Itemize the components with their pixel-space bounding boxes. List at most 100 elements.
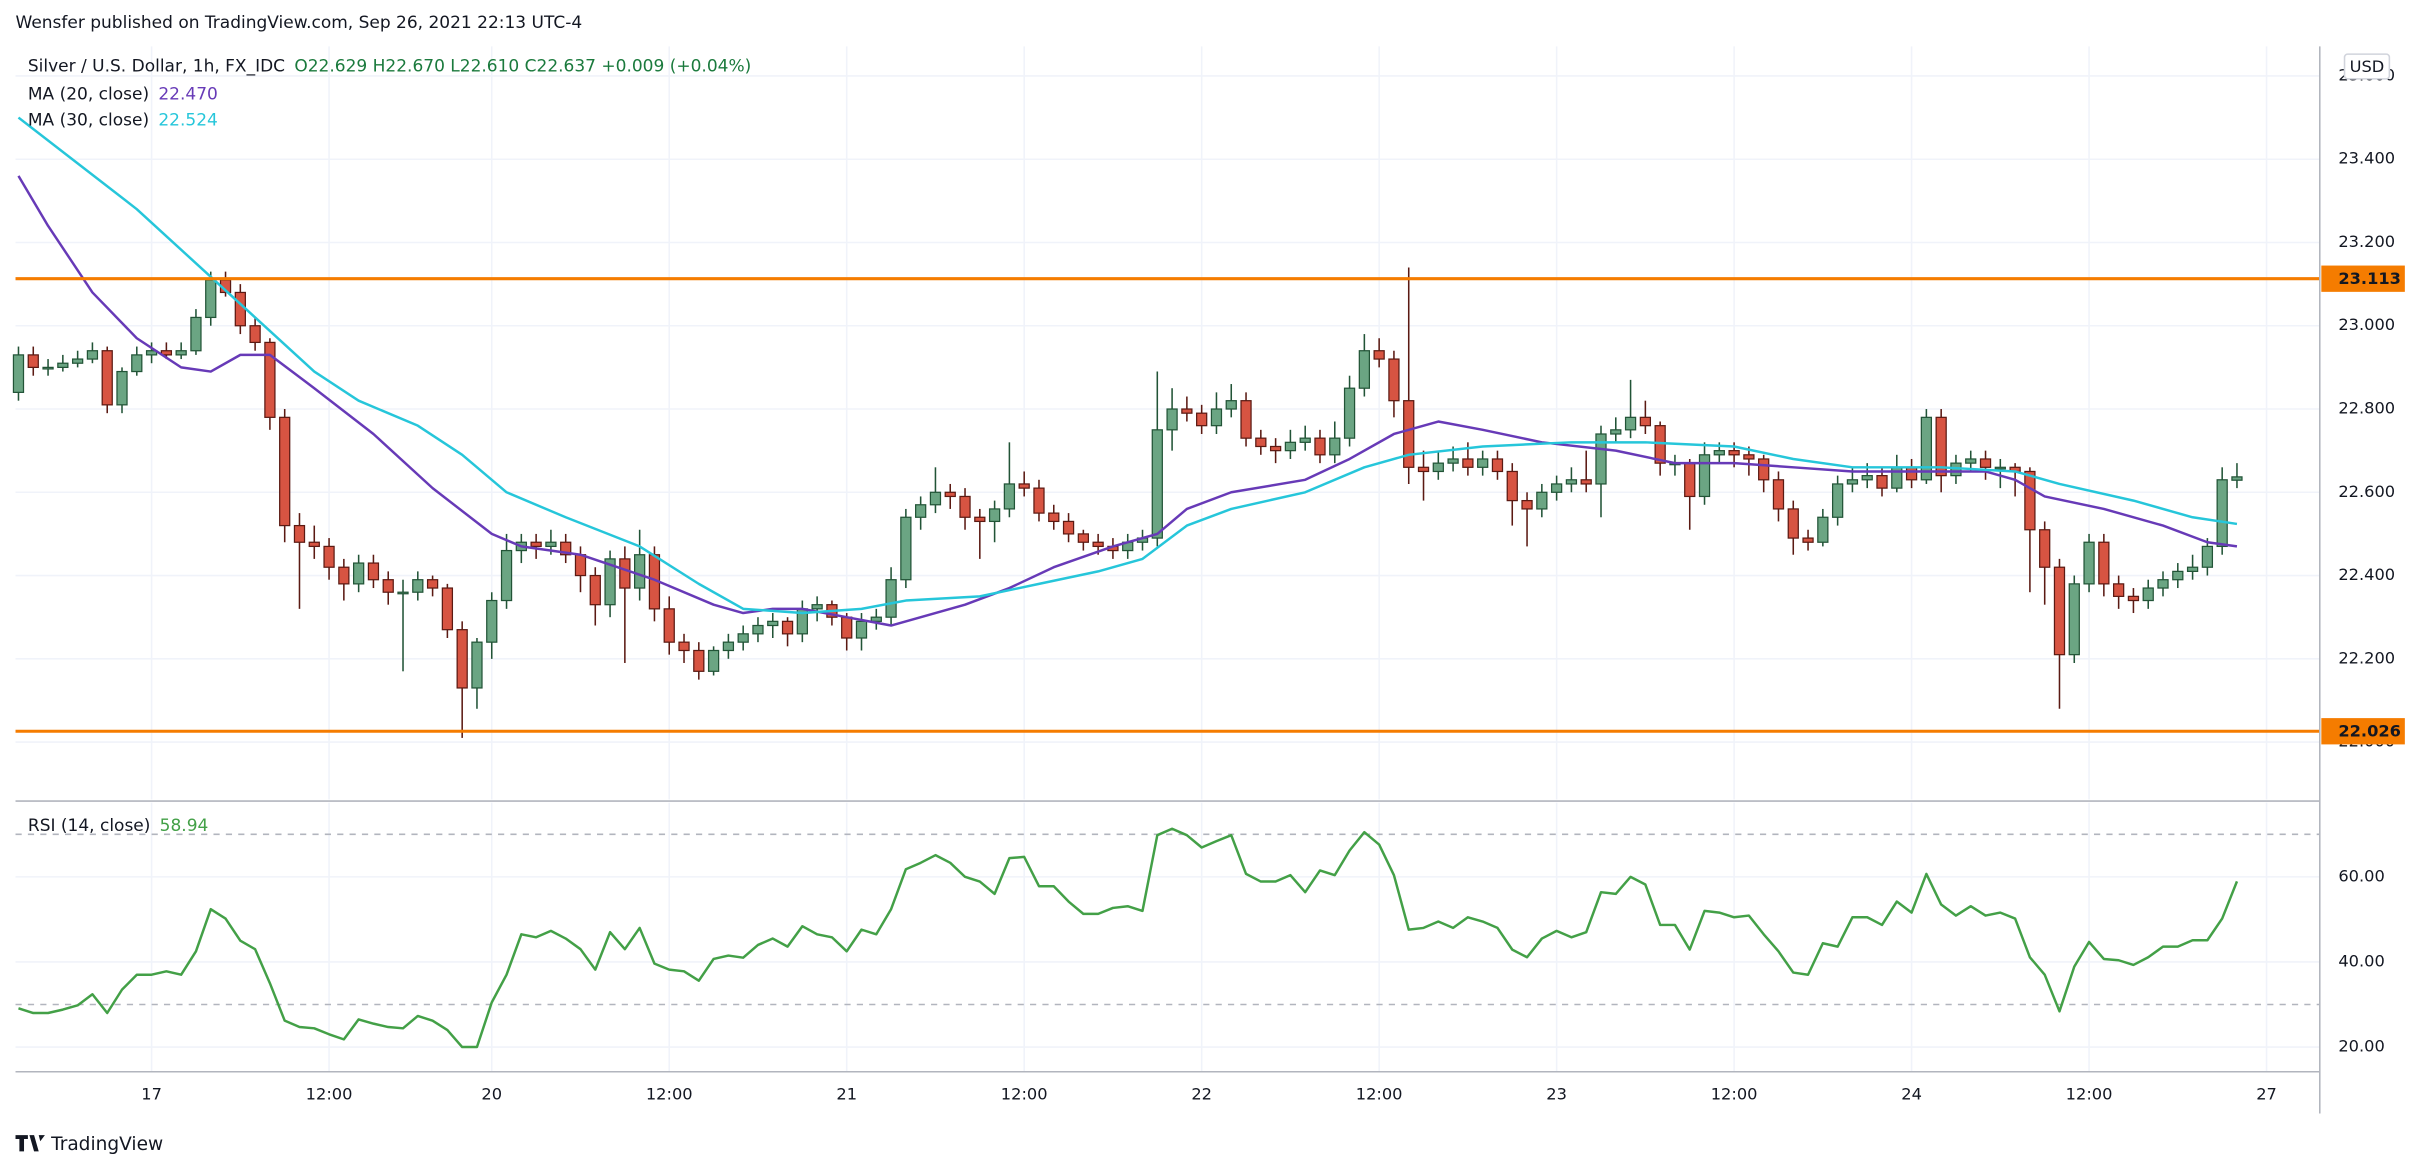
legend-ma20: MA (20, close) 22.470: [28, 84, 218, 104]
candle-body: [486, 599, 498, 643]
x-tick-label: 22: [1191, 1084, 1212, 1103]
y-tick-label: 22.200: [2338, 648, 2395, 667]
candle-body: [101, 350, 113, 406]
candle-body: [1373, 350, 1385, 360]
candle-body: [323, 545, 335, 568]
candle-body: [870, 616, 882, 622]
x-tick-label: 12:00: [1001, 1084, 1048, 1103]
candle-body: [367, 562, 380, 581]
candle-body: [12, 354, 25, 393]
y-tick-label: 23.400: [2338, 149, 2395, 168]
candle-body: [693, 649, 705, 672]
candle-body: [589, 574, 601, 606]
candle-body: [2216, 479, 2228, 548]
candle-body: [1166, 408, 1178, 431]
candle-body: [1269, 445, 1282, 452]
candle-body: [71, 358, 84, 364]
x-tick-label: 20: [481, 1084, 502, 1103]
candle-body: [145, 350, 158, 356]
currency-badge: [2343, 53, 2391, 80]
candle-body: [1447, 458, 1459, 464]
candle-body: [1477, 458, 1489, 468]
candle-body: [1624, 416, 1637, 431]
y-tick-label: 23.000: [2338, 315, 2395, 334]
candle-body: [752, 624, 764, 635]
candle-body: [974, 516, 986, 523]
x-tick-label: 27: [2256, 1084, 2277, 1103]
candle-body: [634, 554, 646, 589]
y-tick-label: 22.800: [2338, 399, 2395, 418]
y-tick-label: 22.600: [2338, 482, 2395, 501]
candle-body: [1610, 429, 1622, 435]
candle-body: [338, 566, 350, 585]
candle-body: [2068, 583, 2080, 656]
candle-body: [382, 579, 394, 593]
candle-body: [1003, 483, 1016, 510]
candle-body: [900, 516, 912, 581]
candle-body: [944, 491, 956, 498]
legend-name: MA (20, close): [28, 84, 149, 104]
candle-body: [1417, 466, 1430, 473]
candle-body: [131, 354, 143, 373]
candle-body: [2172, 570, 2184, 581]
candle-body: [1639, 416, 1652, 427]
candle-body: [1240, 400, 1252, 439]
candle-body: [707, 649, 720, 672]
candle-body: [1876, 475, 1888, 489]
x-tick-label: 17: [141, 1084, 162, 1103]
candle-body: [1403, 400, 1415, 468]
series-line: [18, 827, 2239, 1049]
level-tag-label: 23.113: [2338, 269, 2401, 288]
candle-body: [1994, 466, 2006, 470]
candle-body: [988, 508, 1001, 523]
candle-body: [678, 641, 690, 652]
x-tick-label: 21: [836, 1084, 857, 1103]
candle-body: [781, 620, 794, 635]
candle-body: [1062, 520, 1075, 535]
candle-body: [1432, 462, 1444, 473]
candle-body: [1092, 541, 1104, 548]
candle-body: [1196, 412, 1208, 427]
candle-body: [1580, 479, 1592, 485]
candle-body: [160, 350, 173, 356]
y-tick-label: 40.00: [2338, 951, 2384, 970]
candle-body: [190, 316, 202, 352]
candle-body: [811, 604, 823, 610]
candle-body: [1935, 416, 1947, 477]
candle-body: [293, 524, 306, 543]
candle-body: [767, 620, 779, 627]
candle-body: [86, 350, 99, 360]
legend-value: 22.470: [158, 84, 217, 104]
candle-body: [1861, 475, 1873, 481]
candle-body: [929, 491, 942, 506]
candle-body: [737, 633, 749, 643]
candle-body: [249, 325, 261, 344]
x-tick-label: 12:00: [306, 1084, 353, 1103]
candle-body: [1358, 350, 1371, 389]
candle-body: [1965, 458, 1977, 464]
y-tick-label: 22.400: [2338, 565, 2395, 584]
x-tick-label: 12:00: [646, 1084, 693, 1103]
candle-body: [1758, 458, 1770, 481]
candle-body: [2083, 541, 2095, 585]
candle-body: [2231, 476, 2243, 481]
level-tag: [2321, 265, 2405, 292]
legend-ma30: MA (30, close) 22.524: [28, 111, 218, 131]
candle-body: [2186, 566, 2199, 573]
candle-body: [2157, 579, 2169, 589]
candle-body: [2053, 566, 2066, 656]
candle-body: [279, 416, 291, 527]
level-tag: [2321, 718, 2405, 745]
candle-body: [604, 558, 616, 606]
candle-body: [426, 579, 439, 589]
candle-body: [841, 616, 853, 639]
candle-body: [1595, 433, 1607, 485]
legend-name: RSI (14, close): [28, 816, 151, 836]
candle-body: [1151, 429, 1163, 539]
candle-body: [1314, 437, 1326, 456]
candle-body: [1905, 466, 1918, 481]
candle-body: [1521, 499, 1533, 510]
candle-body: [1698, 454, 1711, 498]
candle-body: [1284, 441, 1297, 452]
